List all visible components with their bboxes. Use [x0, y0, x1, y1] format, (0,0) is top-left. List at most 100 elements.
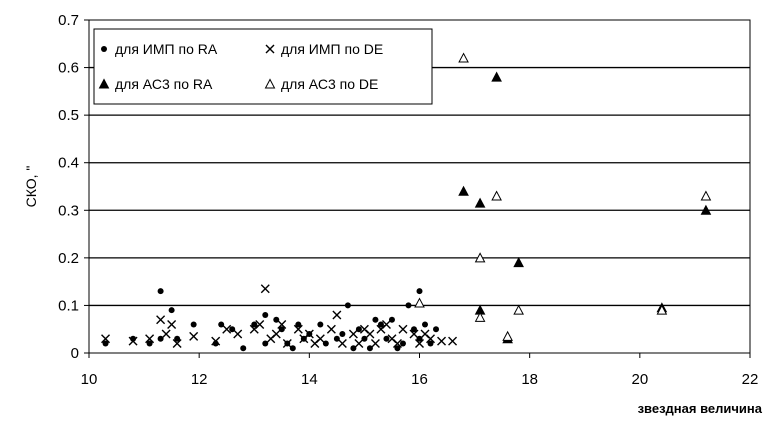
- cross-stroke: [145, 334, 155, 344]
- y-tick-label: 0: [71, 345, 79, 362]
- data-point: [190, 321, 197, 328]
- data-point: [145, 334, 155, 344]
- data-point: [326, 324, 336, 334]
- data-point: [332, 310, 342, 320]
- x-tick-label: 12: [191, 371, 208, 388]
- data-point: [365, 329, 375, 339]
- data-point: [101, 334, 111, 344]
- data-point: [293, 324, 303, 334]
- x-tick-labels: 10 12 14 16 18 20 22: [81, 371, 759, 388]
- x-tick-label: 20: [631, 371, 648, 388]
- data-point: [474, 311, 486, 322]
- legend-item-2: для ИМП по DE: [265, 41, 383, 57]
- data-point: [372, 316, 379, 323]
- data-point: [189, 331, 199, 341]
- cross-stroke: [277, 319, 287, 329]
- cross-stroke: [271, 329, 281, 339]
- x-tick-label: 10: [81, 371, 98, 388]
- cross-stroke: [128, 336, 138, 346]
- data-point: [295, 321, 302, 328]
- cross-stroke: [255, 319, 265, 329]
- x-tick-label: 16: [411, 371, 428, 388]
- cross-stroke: [387, 334, 397, 344]
- x-tick-label: 22: [742, 371, 759, 388]
- data-point: [161, 329, 171, 339]
- cross-stroke: [354, 338, 364, 348]
- legend-label: для АС3 по DE: [281, 76, 378, 92]
- data-point: [157, 288, 164, 295]
- data-point: [700, 190, 712, 201]
- data-point: [344, 302, 351, 309]
- data-point: [433, 326, 440, 333]
- legend-label: для АС3 по RA: [115, 76, 213, 92]
- data-point: [146, 340, 153, 347]
- cross-stroke: [101, 334, 111, 344]
- cross-stroke: [233, 329, 243, 339]
- legend-item-1: для ИМП по RA: [101, 41, 218, 57]
- legend: для ИМП по RA для ИМП по DE для АС3 по RA д…: [93, 28, 433, 105]
- data-point: [339, 330, 346, 337]
- cross-stroke: [282, 338, 292, 348]
- data-point: [381, 319, 391, 329]
- data-point: [437, 336, 447, 346]
- data-point: [251, 321, 258, 328]
- cross-stroke: [315, 334, 325, 344]
- data-point: [392, 338, 402, 348]
- legend-item-3: для АС3 по RA: [98, 76, 213, 92]
- data-point: [271, 329, 281, 339]
- x-tick-label: 18: [521, 371, 538, 388]
- legend-label: для ИМП по DE: [281, 41, 383, 57]
- cross-stroke: [156, 315, 166, 325]
- cross-stroke: [420, 329, 430, 339]
- data-points: [101, 52, 712, 352]
- series-4: [414, 52, 712, 341]
- y-tick-label: 0.1: [58, 297, 79, 314]
- cross-stroke: [161, 329, 171, 339]
- data-point: [354, 338, 364, 348]
- cross-stroke: [448, 336, 458, 346]
- data-point: [491, 71, 502, 82]
- cross-stroke: [326, 324, 336, 334]
- data-point: [348, 329, 358, 339]
- data-point: [513, 257, 524, 268]
- data-point: [277, 319, 287, 329]
- data-point: [405, 302, 412, 309]
- data-point: [240, 345, 247, 352]
- series-3: [458, 71, 712, 344]
- data-point: [448, 336, 458, 346]
- x-axis-label: звездная величина: [638, 401, 763, 416]
- data-point: [260, 284, 270, 294]
- cross-stroke: [409, 329, 419, 339]
- data-point: [304, 329, 314, 339]
- data-point: [383, 335, 390, 342]
- cross-stroke: [172, 338, 182, 348]
- legend-marker: [264, 78, 276, 89]
- axis-ticks: [84, 19, 751, 358]
- data-point: [222, 324, 232, 334]
- data-point: [172, 338, 182, 348]
- data-point: [409, 329, 419, 339]
- data-point: [156, 315, 166, 325]
- legend-label: для ИМП по RA: [115, 41, 218, 57]
- data-point: [377, 321, 384, 328]
- data-point: [167, 319, 177, 329]
- data-point: [255, 319, 265, 329]
- y-tick-label: 0.4: [58, 155, 79, 172]
- data-point: [700, 204, 712, 215]
- cross-stroke: [370, 338, 380, 348]
- y-tick-labels: 0 0.1 0.2 0.3 0.4 0.5 0.6 0.7: [58, 12, 79, 362]
- series-2: [101, 284, 458, 348]
- cross-stroke: [260, 284, 270, 294]
- data-point: [491, 190, 502, 201]
- data-point: [394, 345, 401, 352]
- cross-stroke: [211, 336, 221, 346]
- y-tick-label: 0.6: [58, 60, 79, 77]
- cross-stroke: [348, 329, 358, 339]
- data-point: [317, 321, 324, 328]
- data-point: [414, 297, 425, 308]
- data-point: [474, 197, 486, 208]
- y-axis-label: СКО, ": [23, 166, 39, 208]
- cross-stroke: [265, 44, 275, 54]
- cross-stroke: [332, 310, 342, 320]
- data-point: [513, 304, 524, 315]
